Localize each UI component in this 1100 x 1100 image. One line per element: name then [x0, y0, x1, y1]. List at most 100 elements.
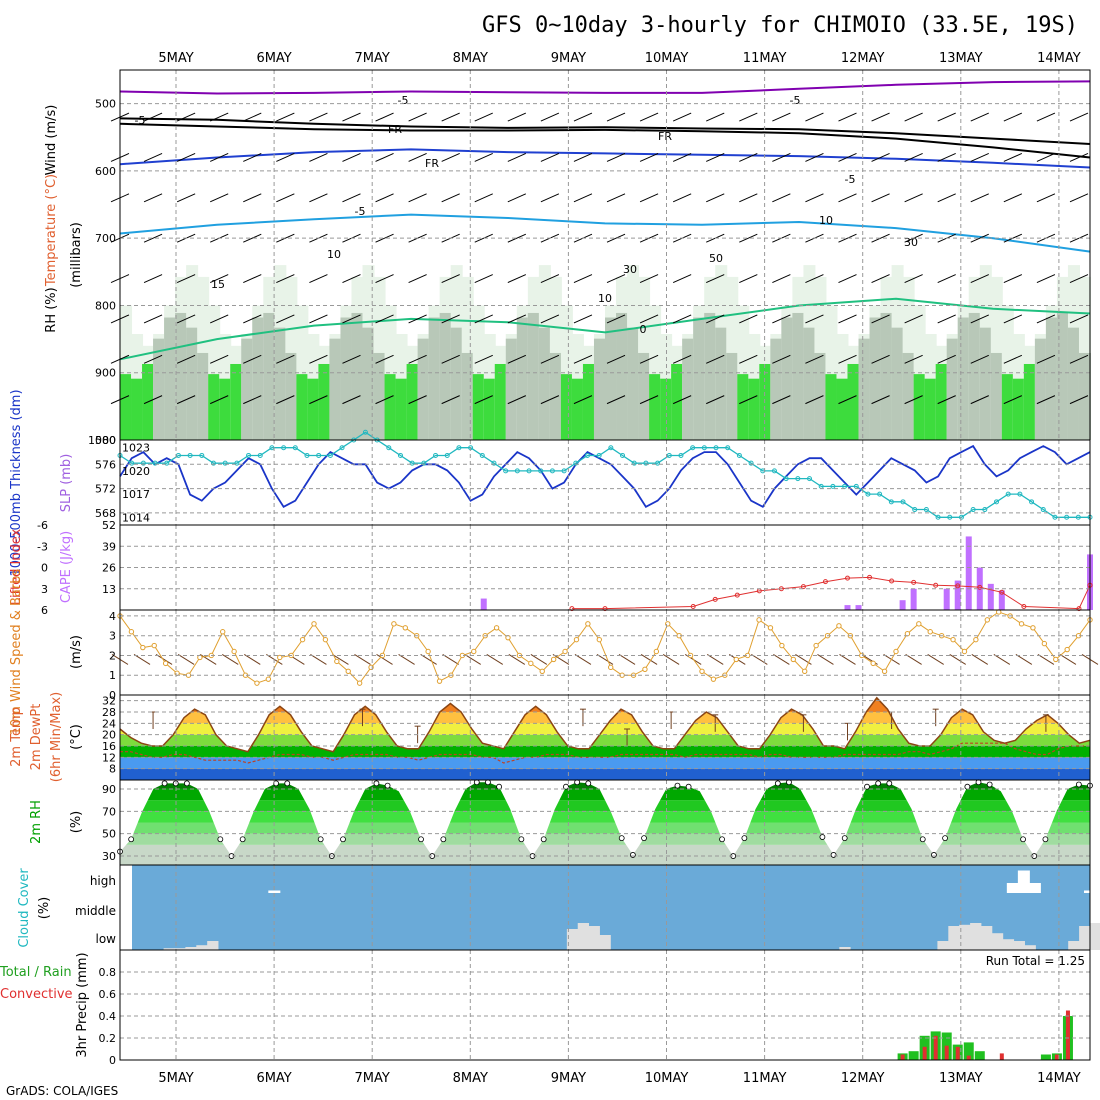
slp-point — [1052, 514, 1058, 520]
surface-wind-barb — [310, 653, 327, 665]
wind-barb — [871, 152, 890, 162]
legend-cloud-cover: Cloud Cover — [17, 868, 32, 948]
y-tick-label-slp: 1017 — [122, 488, 150, 501]
li-point — [845, 575, 850, 581]
wind-barb — [1036, 354, 1056, 364]
wind-barb — [937, 112, 956, 122]
wind-barb — [375, 152, 394, 162]
wind-barb — [573, 314, 593, 324]
surface-wind-barb — [905, 653, 922, 665]
slp-point — [316, 452, 322, 458]
slp-point — [748, 460, 754, 466]
slp-point — [433, 452, 439, 458]
date-label-top: 7MAY — [355, 51, 390, 66]
precip-convective-bar — [1065, 1010, 1070, 1060]
cloud-low-bar — [1079, 926, 1091, 950]
surface-wind-barb — [398, 653, 415, 665]
rh-point — [864, 783, 870, 790]
rh-cell — [483, 378, 496, 440]
cape-bar — [976, 567, 983, 610]
surface-wind-barb — [244, 653, 261, 665]
wind-barb — [838, 314, 857, 324]
wind-point — [1053, 656, 1059, 663]
wind-barb — [805, 274, 824, 284]
wind-barb — [871, 354, 890, 364]
date-axis-bottom: 5MAY 6MAY 7MAY 8MAY 9MAY 10MAY 11MAY 12MAY 13MAY… — [158, 1071, 1080, 1086]
slp-point — [187, 452, 193, 458]
precip-convective-bar — [955, 1046, 960, 1060]
wind-point — [151, 642, 157, 649]
cape-bar — [480, 598, 487, 610]
rh-point — [217, 836, 224, 843]
slp-point — [140, 460, 146, 466]
wind-barb — [210, 274, 229, 284]
li-point — [712, 596, 718, 602]
wind-point — [128, 629, 135, 635]
wind-barb — [210, 112, 229, 122]
wind-point — [1064, 646, 1070, 653]
contour-label: -5 — [790, 94, 801, 107]
rh-point — [629, 852, 636, 858]
slp-point — [421, 460, 427, 466]
rh-cell — [120, 374, 133, 440]
wind-point — [1030, 625, 1036, 631]
ylabel-precip: 3hr Precip (mm) — [75, 952, 90, 1057]
legend-rh: RH (%) — [44, 287, 59, 332]
li-point — [690, 603, 696, 609]
y-tick-label: 0.8 — [99, 966, 117, 979]
slp-point — [900, 499, 906, 505]
wind-barb — [606, 112, 626, 122]
wind-barb — [375, 193, 394, 203]
wind-barb — [573, 193, 593, 203]
slp-point — [514, 468, 520, 474]
cloud-low-bar — [599, 935, 611, 950]
cloud-low-bar — [937, 941, 949, 950]
rh-cell — [296, 374, 309, 440]
contour-label: -5 — [135, 114, 146, 127]
surface-wind-barb — [574, 653, 592, 665]
contour-label: 30 — [623, 263, 637, 276]
rh-band — [120, 822, 1090, 834]
rh-cell — [968, 312, 981, 440]
wind-barb — [772, 152, 791, 162]
y-tick-label-li: 3 — [41, 583, 48, 596]
wind-barb — [739, 152, 758, 162]
wind-barb — [1003, 112, 1023, 122]
cloud-low-bar — [174, 948, 186, 950]
wind-barb — [143, 152, 163, 162]
cloud-low-bar — [1002, 939, 1015, 950]
li-point — [734, 592, 740, 598]
slp-point — [397, 452, 403, 458]
wind-barb — [176, 152, 196, 162]
rh-cell — [638, 352, 651, 440]
legend-minmax: (6hr Min/Max) — [49, 692, 64, 782]
cloud-low-bar — [959, 924, 971, 950]
contour-label: -5 — [398, 94, 409, 107]
legend-slp: SLP (mb) — [59, 454, 74, 513]
surface-wind-barb — [376, 653, 393, 665]
precip-convective-bar — [966, 1055, 971, 1060]
wind-barb — [937, 314, 956, 324]
slp-point — [1029, 499, 1035, 505]
slp-point — [690, 445, 696, 451]
surface-wind-barb — [662, 653, 680, 665]
wind-point — [779, 642, 785, 649]
wind-barb — [507, 152, 527, 162]
wind-point — [299, 636, 306, 643]
contour-label: 10 — [598, 292, 612, 305]
y-tick-label-cape: 39 — [102, 540, 116, 553]
cloud-low-bar — [588, 926, 600, 950]
date-label-bottom: 11MAY — [743, 1071, 787, 1086]
rh-point — [239, 836, 246, 843]
y-tick-label: 0.4 — [99, 1010, 117, 1023]
wind-barb — [143, 354, 163, 364]
surface-wind-barb — [442, 653, 459, 665]
surface-wind-barb — [221, 653, 239, 665]
wind-barb — [309, 152, 328, 162]
y-tick-label: 0 — [109, 689, 116, 702]
cloud-low-bar — [1068, 941, 1080, 950]
surface-wind-barb — [773, 653, 790, 665]
wind-barb — [276, 395, 295, 405]
rh-cell — [230, 363, 243, 440]
date-label-top: 6MAY — [256, 51, 291, 66]
